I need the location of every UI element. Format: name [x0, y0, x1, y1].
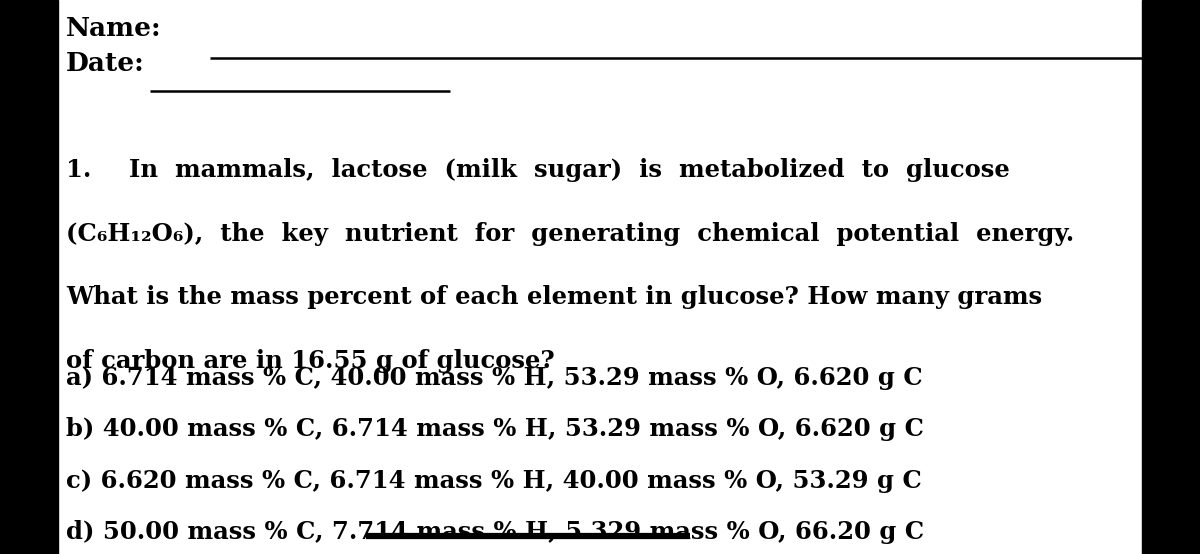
Text: What is the mass percent of each element in glucose? How many grams: What is the mass percent of each element… [66, 285, 1042, 309]
Text: Name:: Name: [66, 16, 162, 41]
Text: 1.: 1. [66, 158, 91, 182]
Text: d) 50.00 mass % C, 7.714 mass % H, 5.329 mass % O, 66.20 g C: d) 50.00 mass % C, 7.714 mass % H, 5.329… [66, 520, 924, 544]
Text: a) 6.714 mass % C, 40.00 mass % H, 53.29 mass % O, 6.620 g C: a) 6.714 mass % C, 40.00 mass % H, 53.29… [66, 366, 923, 389]
Text: of carbon are in 16.55 g of glucose?: of carbon are in 16.55 g of glucose? [66, 349, 554, 373]
Text: In  mammals,  lactose  (milk  sugar)  is  metabolized  to  glucose: In mammals, lactose (milk sugar) is meta… [112, 158, 1009, 182]
Text: (C₆H₁₂O₆),  the  key  nutrient  for  generating  chemical  potential  energy.: (C₆H₁₂O₆), the key nutrient for generati… [66, 222, 1074, 245]
Text: b) 40.00 mass % C, 6.714 mass % H, 53.29 mass % O, 6.620 g C: b) 40.00 mass % C, 6.714 mass % H, 53.29… [66, 417, 924, 441]
Text: Date:: Date: [66, 51, 145, 76]
Text: c) 6.620 mass % C, 6.714 mass % H, 40.00 mass % O, 53.29 g C: c) 6.620 mass % C, 6.714 mass % H, 40.00… [66, 469, 922, 493]
